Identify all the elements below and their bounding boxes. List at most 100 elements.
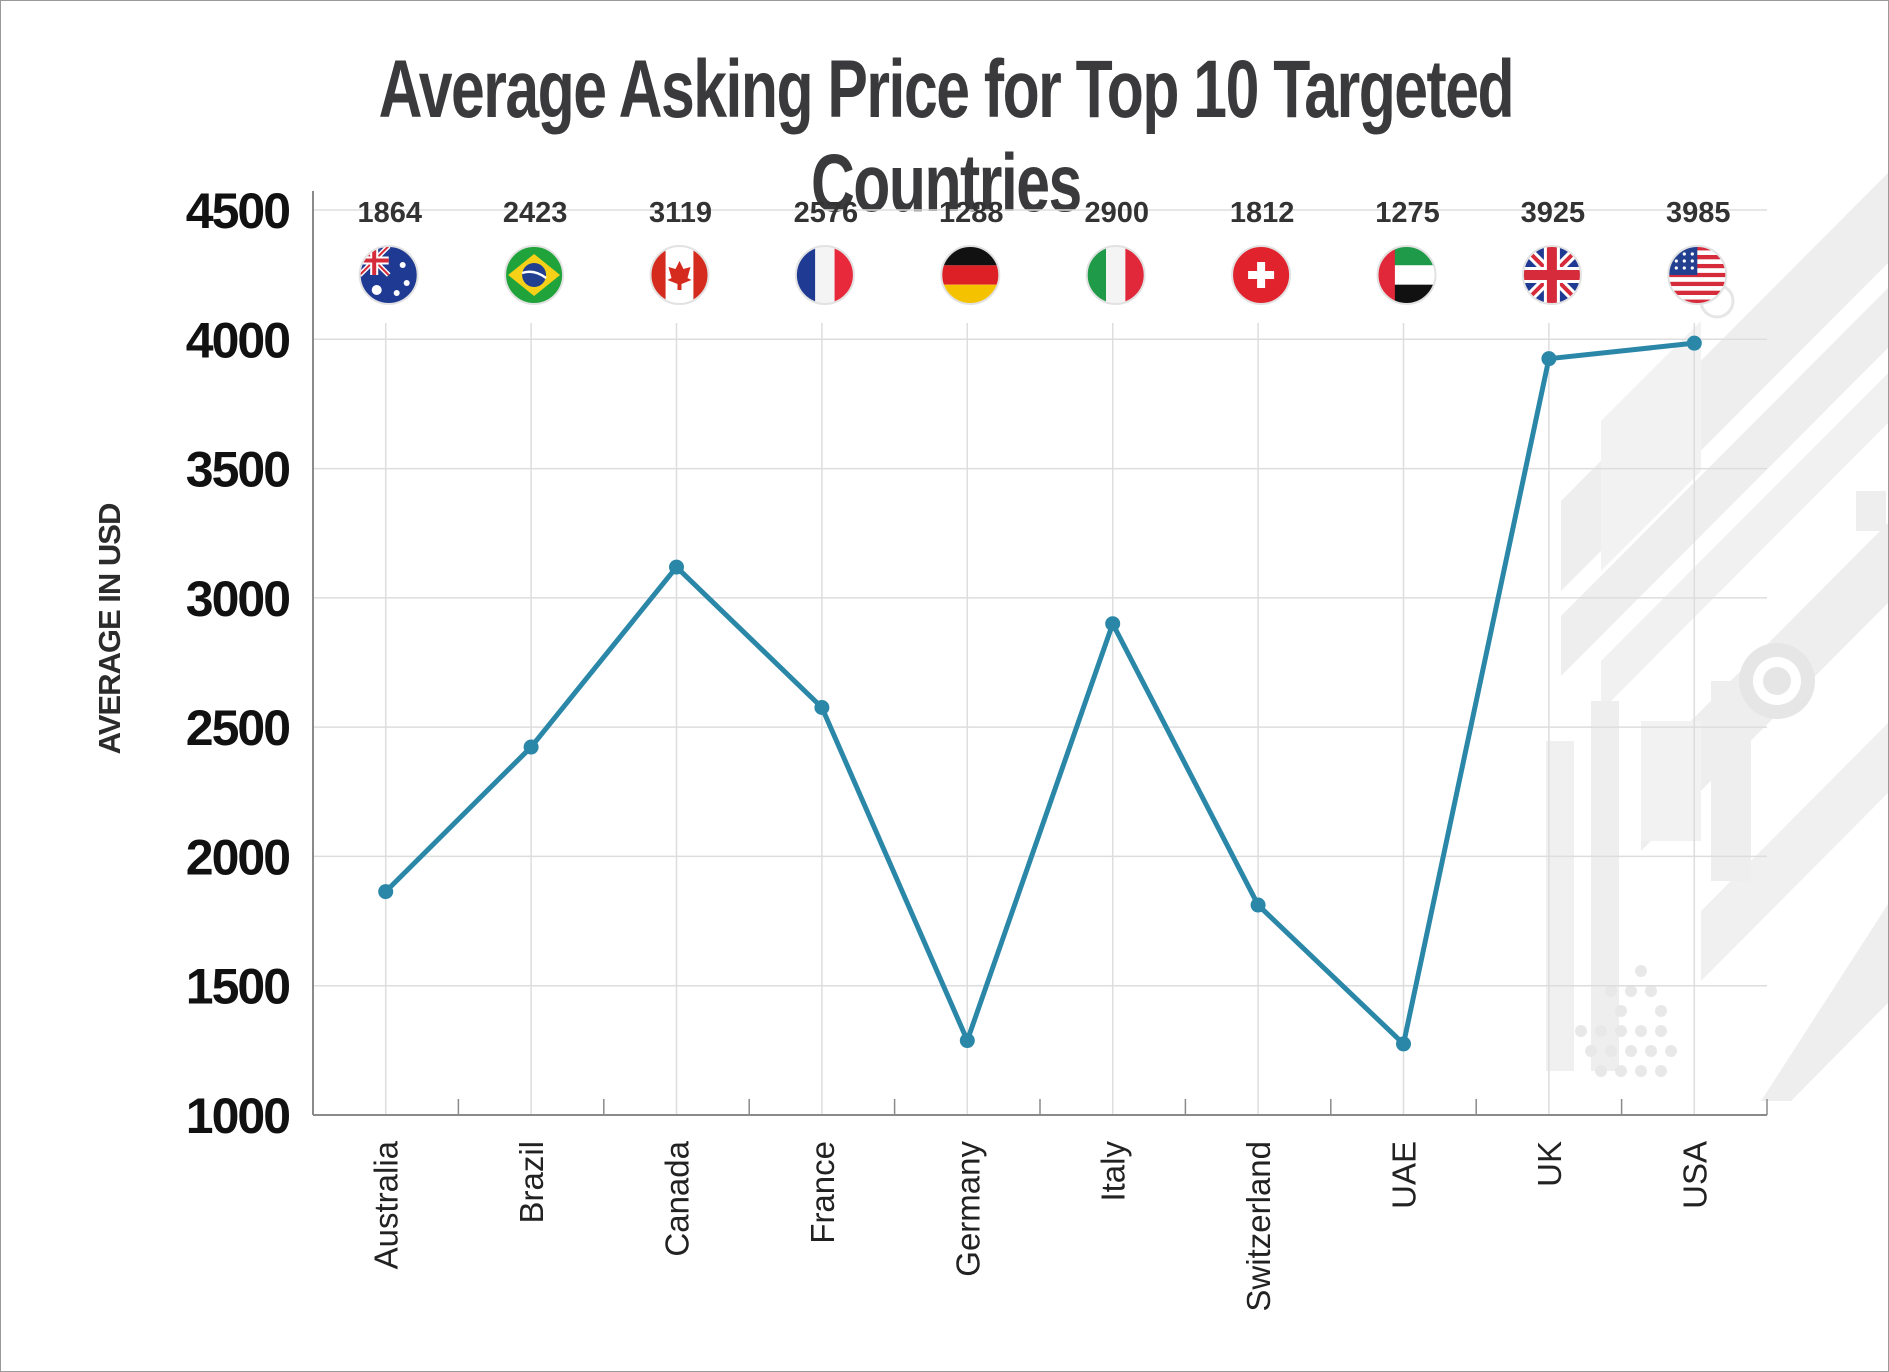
flag-outline xyxy=(940,245,1001,305)
australia-flag-icon xyxy=(358,245,419,305)
data-point-canada xyxy=(669,559,684,575)
data-label: 1812 xyxy=(1230,197,1295,229)
flag-part xyxy=(1674,266,1678,270)
series-line xyxy=(383,340,1695,1047)
y-axis-label: AVERAGE IN USD xyxy=(92,503,127,754)
data-label: 3985 xyxy=(1666,197,1731,229)
x-tick-label-uae: UAE xyxy=(1386,1141,1423,1209)
flag-part xyxy=(1668,281,1727,287)
y-tick-label: 3500 xyxy=(186,442,289,498)
data-label: 2576 xyxy=(794,197,859,229)
flag-part xyxy=(1668,299,1727,304)
flag-part xyxy=(1674,259,1678,263)
y-axis-ticks: 1000 1500 2000 2500 3000 3500 4000 4500 xyxy=(186,183,291,1144)
y-tick-label: 4000 xyxy=(186,312,289,368)
data-label: 2900 xyxy=(1084,197,1149,229)
france-flag-icon xyxy=(794,245,855,305)
x-tick-label-switzerland: Switzerland xyxy=(1240,1141,1277,1312)
data-point-uae xyxy=(1396,1036,1411,1052)
flag-part xyxy=(521,270,547,280)
italy-flag-icon xyxy=(1085,245,1146,305)
flag-outline xyxy=(504,245,565,305)
x-tick-label-usa: USA xyxy=(1676,1141,1713,1209)
x-tick-label-uk: UK xyxy=(1531,1141,1568,1187)
flag-part xyxy=(1248,271,1275,279)
flag-outline xyxy=(1521,245,1582,305)
flag-body xyxy=(359,246,418,304)
data-point-switzerland xyxy=(1250,897,1266,913)
y-tick-label: 1500 xyxy=(186,959,289,1015)
y-tick-label: 2000 xyxy=(186,829,289,885)
y-tick-label: 1000 xyxy=(186,1088,289,1144)
x-tick-label-canada: Canada xyxy=(659,1140,696,1256)
x-tick-label-germany: Germany xyxy=(949,1141,986,1277)
data-label: 3925 xyxy=(1521,197,1586,229)
flag-part xyxy=(1668,295,1727,300)
data-point-uk xyxy=(1541,351,1557,367)
flag-body xyxy=(1522,246,1581,304)
data-point-france xyxy=(814,699,830,715)
flag-part xyxy=(941,265,1000,285)
data-label: 1864 xyxy=(357,197,422,229)
data-point-australia xyxy=(378,884,394,900)
y-tick-label: 2500 xyxy=(186,700,289,756)
x-tick-label-brazil: Brazil xyxy=(513,1141,550,1224)
grid xyxy=(313,209,1767,1115)
flag-outline xyxy=(358,245,419,305)
switzerland-flag-icon xyxy=(1231,245,1292,305)
flag-part xyxy=(1668,277,1727,282)
flag-part xyxy=(359,258,389,263)
flag-part xyxy=(815,246,835,304)
data-label: 3119 xyxy=(649,197,712,229)
x-tick-label-france: France xyxy=(804,1141,841,1244)
flag-outline xyxy=(794,245,855,305)
data-label: 2423 xyxy=(503,197,568,229)
germany-flag-icon xyxy=(940,245,1001,305)
data-point-italy xyxy=(1105,616,1121,632)
canada-flag-icon xyxy=(649,245,710,305)
usa-flag-icon xyxy=(1667,245,1728,305)
uae-flag-icon xyxy=(1376,245,1437,305)
data-point-germany xyxy=(959,1033,975,1049)
y-tick-label: 4500 xyxy=(186,183,289,239)
data-labels: 1864 2423 3119 2576 1288 2900 1812 1275 3925 3985 xyxy=(357,197,1730,229)
flag-body xyxy=(1668,246,1727,304)
chart-title: Average Asking Price for Top 10 Targeted… xyxy=(378,44,1515,229)
flag-part xyxy=(1522,270,1581,280)
flag-part xyxy=(1668,290,1727,296)
flag-part xyxy=(1690,259,1694,263)
series-line-group xyxy=(378,335,1702,1052)
flag-part xyxy=(403,280,410,286)
flag-outline xyxy=(1376,245,1437,305)
flag-part xyxy=(399,262,406,268)
brazil-flag-icon xyxy=(504,245,565,305)
flag-outline xyxy=(1231,245,1292,305)
flag-part xyxy=(1668,286,1727,291)
background-decoration xyxy=(1546,173,1888,1101)
flag-outline xyxy=(1085,245,1146,305)
uk-flag-icon xyxy=(1521,245,1582,305)
flag-outline xyxy=(1667,245,1728,305)
data-label: 1275 xyxy=(1375,197,1440,229)
flag-part xyxy=(1682,259,1686,263)
flag-part xyxy=(1682,252,1686,256)
flag-part xyxy=(371,285,382,295)
x-axis-ticks: Australia Brazil Canada France Germany Italy S… xyxy=(368,1140,1714,1311)
flag-part xyxy=(667,261,692,290)
flag-part xyxy=(1106,246,1126,304)
data-point-usa xyxy=(1686,335,1702,351)
data-point-brazil xyxy=(523,739,539,755)
flag-part xyxy=(1682,266,1686,270)
data-label: 1288 xyxy=(939,197,1004,229)
flag-part xyxy=(1690,252,1694,256)
x-tick-label-australia: Australia xyxy=(368,1140,405,1269)
flag-outline xyxy=(649,245,710,305)
flag-part xyxy=(1690,266,1694,270)
flag-part xyxy=(522,263,547,287)
y-tick-label: 3000 xyxy=(186,571,289,627)
x-tick-label-italy: Italy xyxy=(1095,1141,1132,1202)
flag-body xyxy=(1232,246,1291,304)
flag-icons xyxy=(358,245,1728,305)
